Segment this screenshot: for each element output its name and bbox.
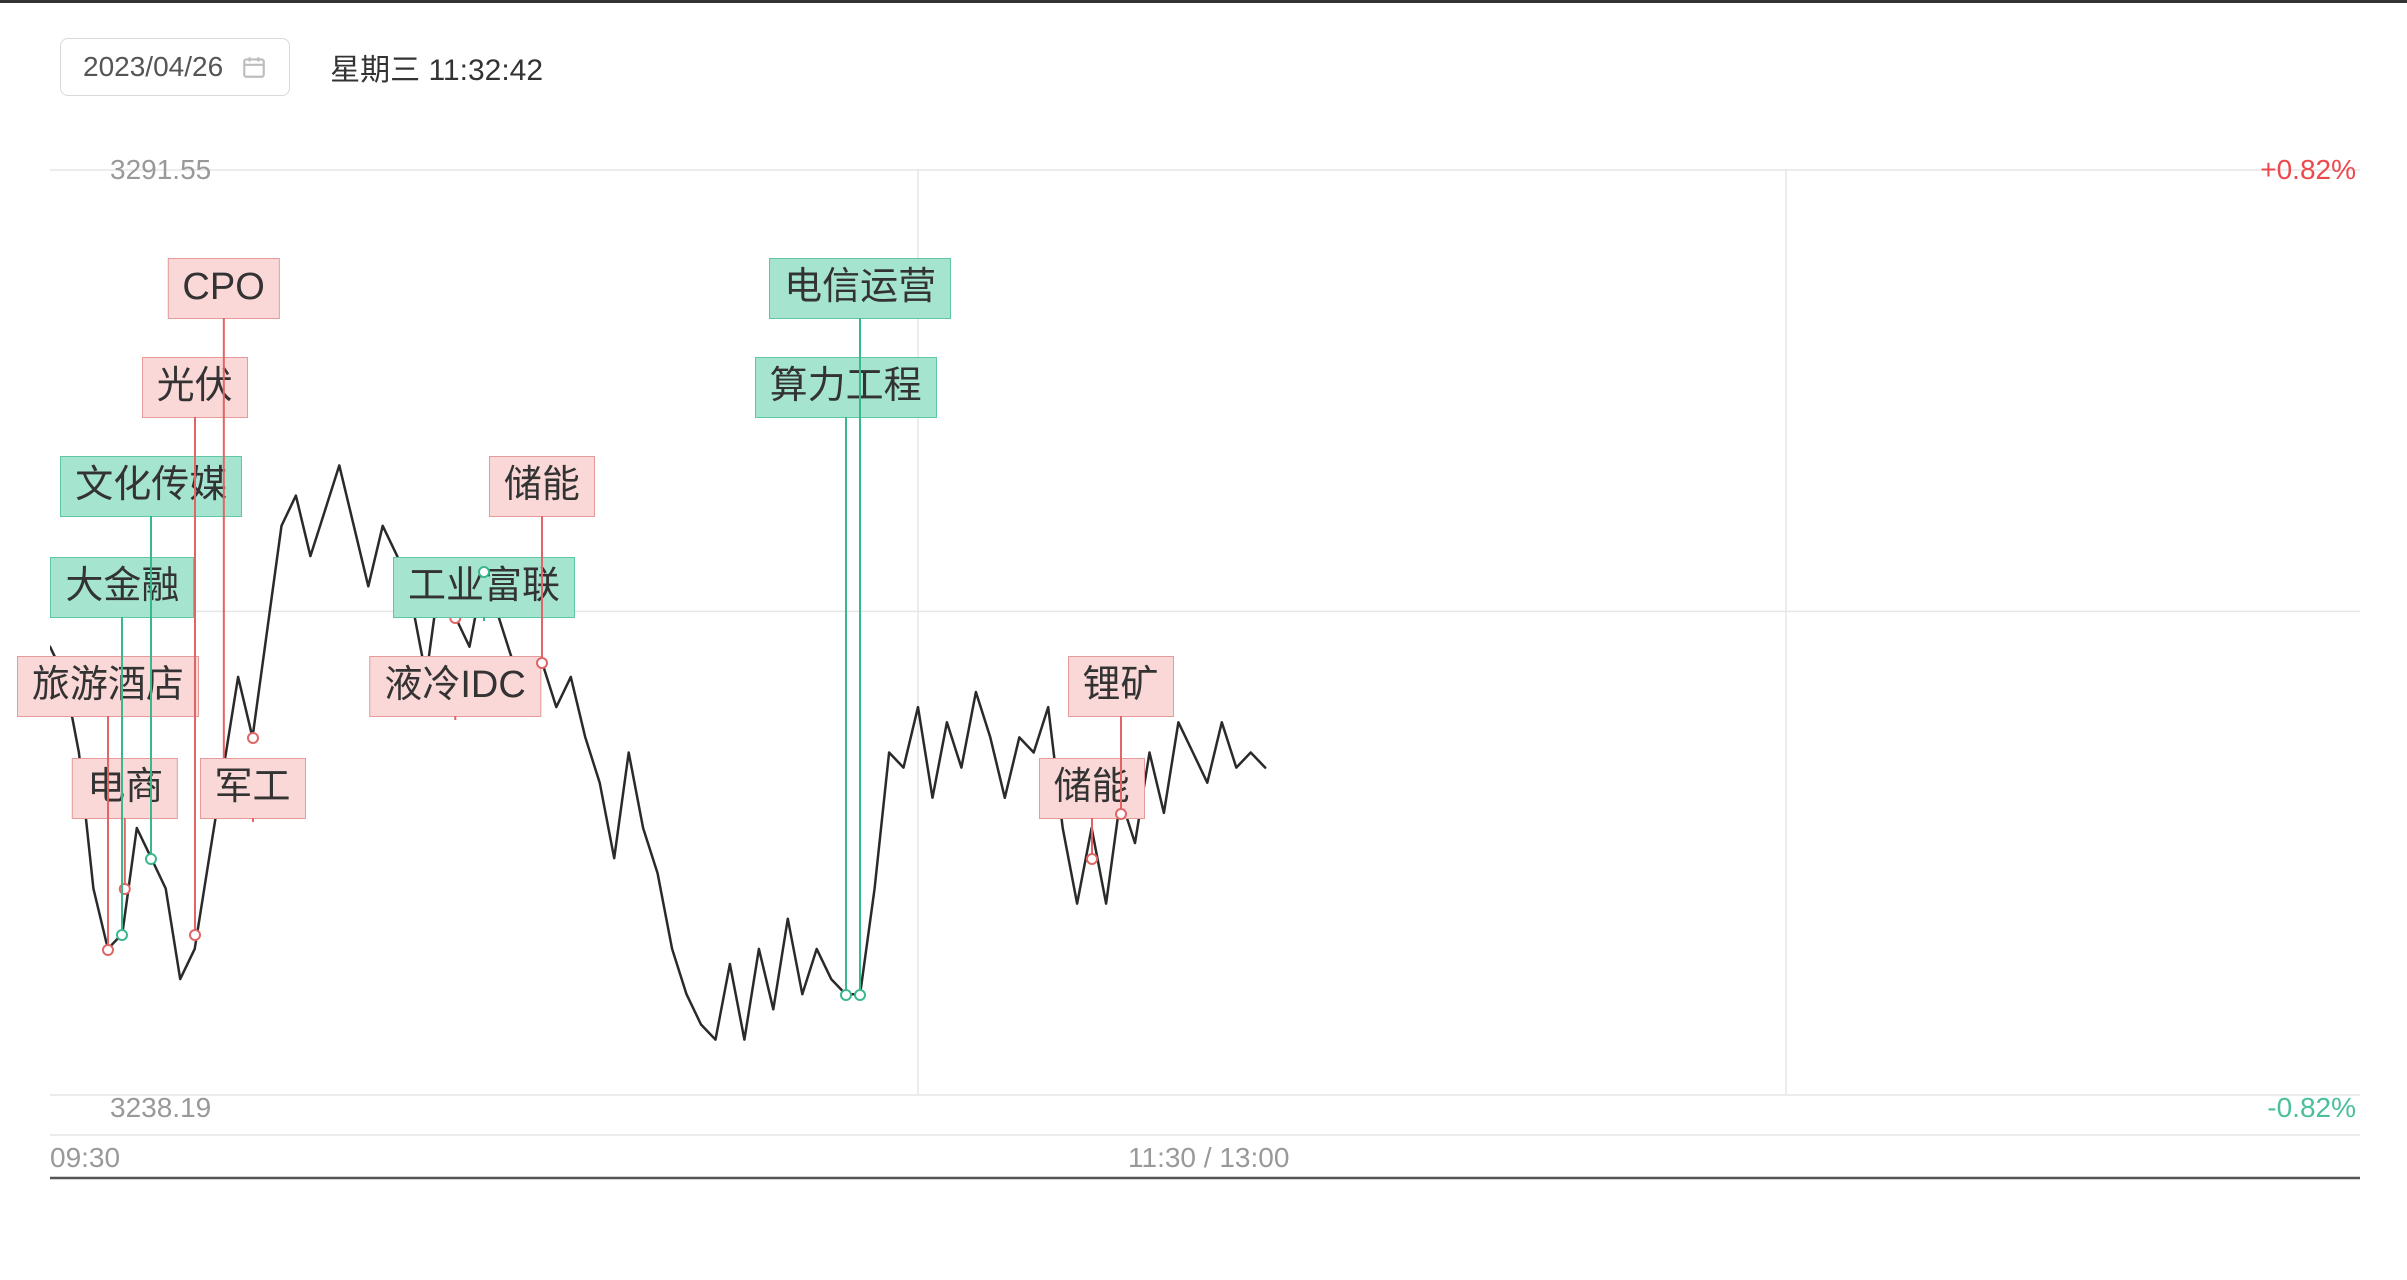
tag-tail bbox=[454, 716, 456, 720]
header-bar: 2023/04/26 星期三 11:32:42 bbox=[60, 38, 543, 96]
tag-tail bbox=[483, 617, 485, 621]
tag-label: 储能 bbox=[1054, 766, 1130, 808]
tag-tail bbox=[121, 617, 123, 936]
tag-tail bbox=[845, 417, 847, 996]
calendar-icon bbox=[241, 54, 267, 80]
tag-tail bbox=[252, 818, 254, 822]
sector-tag[interactable]: 电商 bbox=[72, 758, 178, 819]
y-axis-low: 3238.19 bbox=[110, 1092, 211, 1124]
tag-tail bbox=[150, 516, 152, 860]
sector-tag[interactable]: 大金融 bbox=[50, 557, 194, 618]
anchor-dot bbox=[478, 566, 490, 578]
sector-tag[interactable]: 液冷IDC bbox=[369, 656, 540, 717]
date-value: 2023/04/26 bbox=[83, 51, 223, 83]
anchor-dot bbox=[840, 989, 852, 1001]
sector-tag[interactable]: 储能 bbox=[489, 456, 595, 517]
tag-label: 电信运营 bbox=[784, 266, 936, 308]
day-time-label: 星期三 11:32:42 bbox=[330, 45, 543, 89]
tag-tail bbox=[541, 516, 543, 664]
tag-tail bbox=[194, 417, 196, 936]
tag-tail bbox=[223, 318, 225, 770]
date-picker[interactable]: 2023/04/26 bbox=[60, 38, 290, 96]
sector-tag[interactable]: 锂矿 bbox=[1068, 656, 1174, 717]
tag-label: 锂矿 bbox=[1083, 664, 1159, 706]
tag-label: 储能 bbox=[504, 464, 580, 506]
tag-label: 算力工程 bbox=[770, 365, 922, 407]
x-axis-start: 09:30 bbox=[50, 1142, 120, 1174]
anchor-dot bbox=[536, 657, 548, 669]
pct-low: -0.82% bbox=[2267, 1092, 2356, 1124]
y-axis-high: 3291.55 bbox=[110, 154, 211, 186]
sector-tag[interactable]: 光伏 bbox=[142, 357, 248, 418]
sector-tag[interactable]: 旅游酒店 bbox=[17, 656, 199, 717]
anchor-dot bbox=[102, 944, 114, 956]
price-line bbox=[50, 465, 1265, 1039]
tag-label: CPO bbox=[182, 266, 264, 308]
anchor-dot bbox=[189, 929, 201, 941]
sector-tag[interactable]: 储能 bbox=[1039, 758, 1145, 819]
tag-label: 光伏 bbox=[157, 365, 233, 407]
sector-tag[interactable]: 军工 bbox=[200, 758, 306, 819]
root-container: 2023/04/26 星期三 11:32:42 3291.55 3238.19 … bbox=[0, 0, 2407, 1280]
anchor-dot bbox=[1115, 808, 1127, 820]
tag-tail bbox=[1120, 716, 1122, 815]
chart-area: 3291.55 3238.19 +0.82% -0.82% 09:30 11:3… bbox=[50, 140, 2360, 1180]
tag-tail bbox=[859, 318, 861, 996]
tag-label: 军工 bbox=[215, 766, 291, 808]
sector-tag[interactable]: 算力工程 bbox=[755, 357, 937, 418]
tag-label: 旅游酒店 bbox=[32, 664, 184, 706]
tag-tail bbox=[107, 716, 109, 951]
tag-label: 文化传媒 bbox=[75, 464, 227, 506]
pct-high: +0.82% bbox=[2260, 154, 2356, 186]
tag-label: 液冷IDC bbox=[384, 664, 525, 706]
anchor-dot bbox=[247, 732, 259, 744]
anchor-dot bbox=[145, 853, 157, 865]
tag-tail bbox=[124, 818, 126, 890]
sector-tag[interactable]: 电信运营 bbox=[769, 258, 951, 319]
x-axis-mid: 11:30 / 13:00 bbox=[1128, 1142, 1289, 1174]
anchor-dot bbox=[854, 989, 866, 1001]
tag-label: 大金融 bbox=[65, 565, 179, 607]
top-border bbox=[0, 0, 2407, 3]
sector-tag[interactable]: CPO bbox=[167, 258, 279, 319]
anchor-dot bbox=[116, 929, 128, 941]
sector-tag[interactable]: 工业富联 bbox=[393, 557, 575, 618]
sector-tag[interactable]: 文化传媒 bbox=[60, 456, 242, 517]
anchor-dot bbox=[1086, 853, 1098, 865]
